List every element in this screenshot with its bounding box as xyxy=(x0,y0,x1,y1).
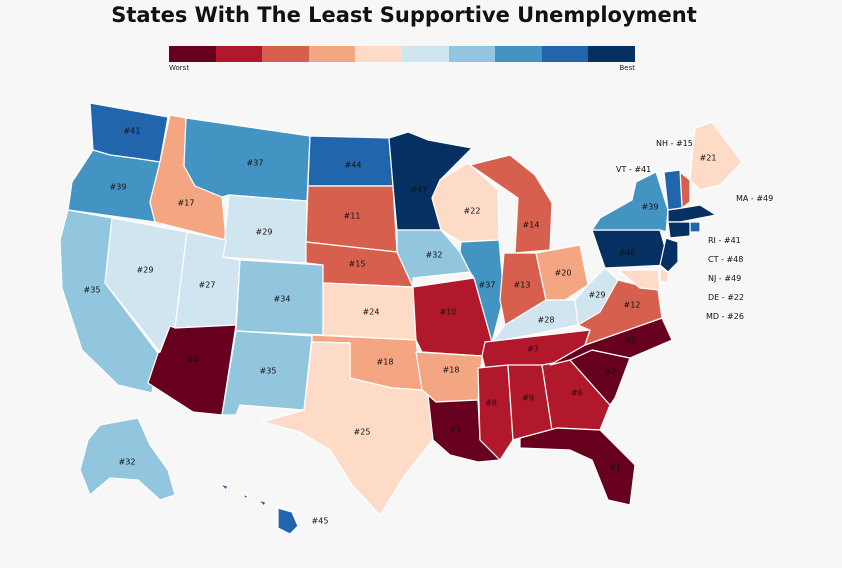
state-rank-hi: #45 xyxy=(312,517,329,526)
callout-vt: VT - #41 xyxy=(616,165,651,174)
state-rank-az: #4 xyxy=(187,356,199,365)
legend-worst-label: Worst xyxy=(169,64,190,72)
state-rank-oh: #20 xyxy=(555,269,572,278)
state-mi xyxy=(469,154,553,254)
callout-nj: NJ - #49 xyxy=(708,274,741,283)
state-rank-or: #39 xyxy=(110,183,127,192)
state-wv xyxy=(574,267,619,326)
legend-best-label: Best xyxy=(619,64,635,72)
state-rank-co: #34 xyxy=(274,295,291,304)
legend-swatch-7 xyxy=(448,46,496,62)
state-rank-ky: #28 xyxy=(538,316,555,325)
state-rank-me: #21 xyxy=(700,154,717,163)
state-ia xyxy=(396,229,471,288)
state-rank-mn: #47 xyxy=(411,186,428,195)
state-rank-tn: #7 xyxy=(527,345,539,354)
state-de xyxy=(659,267,669,283)
state-rank-ne: #15 xyxy=(349,260,366,269)
state-rank-ms: #8 xyxy=(485,399,497,408)
state-il xyxy=(459,239,505,343)
state-az xyxy=(147,324,237,416)
state-ak xyxy=(79,417,176,501)
state-rank-mi: #14 xyxy=(523,221,540,230)
callout-ct: CT - #48 xyxy=(708,255,743,264)
state-rank-pa: #46 xyxy=(619,249,636,258)
map-title: States With The Least Supportive Unemplo… xyxy=(111,3,697,27)
state-nj xyxy=(659,237,679,273)
state-rank-ok: #18 xyxy=(377,358,394,367)
state-rank-ga: #6 xyxy=(571,389,583,398)
state-rank-va: #12 xyxy=(624,301,641,310)
state-rank-la: #3 xyxy=(449,426,461,435)
state-md xyxy=(617,269,661,291)
state-rank-in: #13 xyxy=(514,281,531,290)
state-nc xyxy=(549,317,673,366)
state-rank-tx: #25 xyxy=(354,428,371,437)
state-ct xyxy=(667,221,691,239)
legend-swatch-1 xyxy=(169,46,216,62)
state-ms xyxy=(477,364,514,461)
state-rank-al: #9 xyxy=(522,394,534,403)
state-oh xyxy=(535,244,589,311)
state-rank-ut: #27 xyxy=(199,281,216,290)
state-rank-ks: #24 xyxy=(363,308,380,317)
state-rank-wy: #29 xyxy=(256,228,273,237)
color-legend: Worst Best xyxy=(169,46,635,72)
legend-swatch-8 xyxy=(495,46,542,62)
state-rank-fl: #1 xyxy=(609,464,621,473)
legend-swatch-4 xyxy=(308,46,356,62)
state-rank-mo: #10 xyxy=(440,308,457,317)
callout-de: DE - #22 xyxy=(708,293,744,302)
state-rank-wa: #41 xyxy=(124,127,141,136)
state-fl xyxy=(519,427,636,506)
legend-color-scale xyxy=(169,46,635,62)
legend-swatch-6 xyxy=(401,46,449,62)
state-rank-nc: #5 xyxy=(624,336,636,345)
callout-ri: RI - #41 xyxy=(708,236,741,245)
state-rank-nm: #35 xyxy=(260,367,277,376)
state-rank-il: #37 xyxy=(479,281,496,290)
state-rank-wi: #22 xyxy=(464,207,481,216)
state-rank-ar: #18 xyxy=(443,366,460,375)
state-hi xyxy=(219,483,299,535)
callout-nh: NH - #15 xyxy=(656,139,693,148)
state-tx xyxy=(261,341,434,516)
state-rank-sc: #2 xyxy=(604,368,616,377)
state-wi xyxy=(431,162,500,243)
state-rank-id: #17 xyxy=(178,199,195,208)
callout-ma: MA - #49 xyxy=(736,194,773,203)
legend-swatch-2 xyxy=(215,46,263,62)
state-rank-ak: #32 xyxy=(119,458,136,467)
state-ri xyxy=(689,221,701,233)
state-rank-ny: #39 xyxy=(642,203,659,212)
state-rank-nv: #29 xyxy=(137,266,154,275)
callout-md: MD - #26 xyxy=(706,312,744,321)
legend-swatch-5 xyxy=(355,46,402,62)
state-rank-wv: #29 xyxy=(589,291,606,300)
legend-swatch-9 xyxy=(541,46,589,62)
legend-swatch-3 xyxy=(262,46,309,62)
state-rank-ca: #35 xyxy=(84,286,101,295)
state-rank-ia: #32 xyxy=(426,251,443,260)
state-rank-mt: #37 xyxy=(247,159,264,168)
legend-swatch-10 xyxy=(588,46,635,62)
state-rank-nd: #44 xyxy=(345,161,362,170)
state-rank-sd: #11 xyxy=(344,212,361,221)
